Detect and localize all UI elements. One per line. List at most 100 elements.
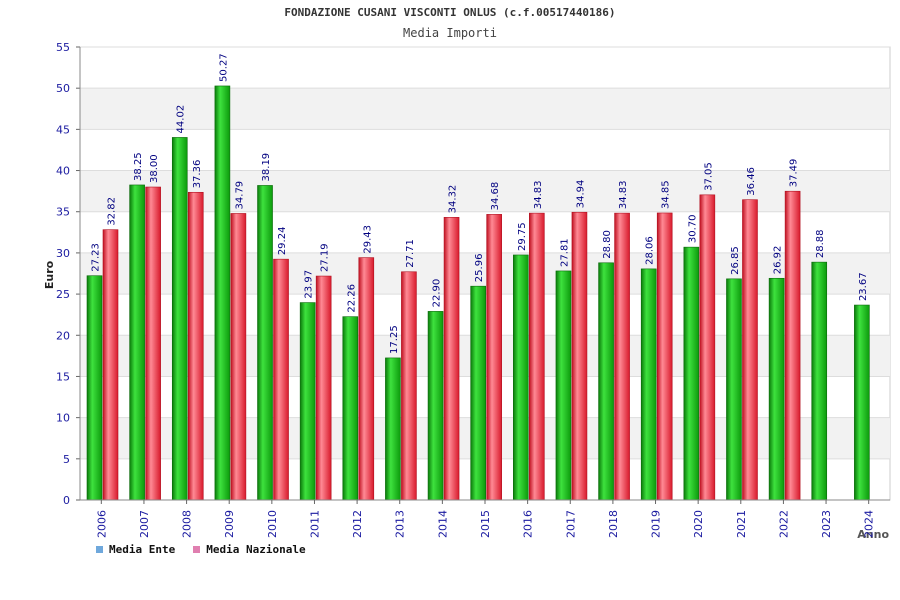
data-label: 34.32 (448, 185, 459, 214)
chart-title: FONDAZIONE CUSANI VISCONTI ONLUS (c.f.00… (284, 6, 616, 19)
x-tick-label: 2023 (820, 510, 833, 538)
y-tick-label: 30 (56, 247, 70, 260)
data-label: 34.79 (234, 181, 245, 210)
data-label: 30.70 (687, 215, 698, 244)
bar-media-ente (513, 254, 529, 501)
x-tick-label: 2008 (181, 510, 194, 538)
bar-media-nazionale (443, 217, 460, 501)
y-tick-label: 40 (56, 165, 70, 178)
bar-media-ente (768, 277, 785, 501)
x-tick-label: 2017 (564, 510, 577, 538)
y-tick-label: 10 (56, 412, 70, 425)
data-label: 34.94 (575, 180, 586, 209)
bar-media-nazionale (571, 211, 588, 501)
x-tick-label: 2010 (266, 510, 279, 538)
data-label: 44.02 (176, 105, 187, 134)
bar-media-ente (385, 357, 401, 501)
bar-media-nazionale (273, 258, 289, 501)
bar-media-nazionale (230, 213, 247, 501)
data-label: 34.83 (533, 180, 544, 209)
bar-media-nazionale (529, 212, 545, 501)
data-label: 34.68 (490, 182, 501, 211)
legend-item-ente: Media Ente (96, 543, 175, 556)
data-label: 27.71 (405, 239, 416, 268)
bar-media-nazionale (656, 212, 673, 501)
chart-legend: Media Ente Media Nazionale (96, 543, 306, 556)
bar-media-ente (598, 262, 614, 501)
bar-media-ente (811, 261, 828, 501)
data-label: 38.25 (133, 152, 144, 181)
y-tick-label: 35 (56, 206, 70, 219)
x-tick-label: 2014 (436, 510, 449, 538)
legend-swatch-nazionale (193, 546, 201, 553)
data-label: 37.49 (789, 159, 800, 188)
data-label: 23.67 (858, 272, 869, 301)
x-tick-label: 2024 (863, 510, 876, 538)
bar-media-ente (854, 304, 870, 501)
data-label: 36.46 (746, 167, 757, 196)
x-tick-label: 2019 (650, 510, 663, 538)
bar-media-ente (299, 302, 316, 501)
y-tick-label: 15 (56, 370, 70, 383)
x-axis-title: Anno (857, 528, 889, 541)
bar-media-nazionale (358, 257, 375, 501)
x-tick-label: 2022 (777, 510, 790, 538)
bar-media-nazionale (486, 214, 502, 501)
legend-swatch-ente (96, 546, 103, 553)
data-label: 22.26 (346, 284, 357, 313)
bar-media-nazionale (699, 194, 716, 501)
data-label: 37.05 (703, 162, 714, 191)
bar-media-ente (214, 85, 231, 501)
y-tick-label: 25 (56, 288, 70, 301)
bar-media-ente (257, 185, 273, 501)
bar-media-ente (683, 246, 700, 501)
bar-media-nazionale (401, 271, 417, 501)
data-label: 34.85 (661, 180, 672, 209)
bar-media-nazionale (784, 190, 801, 501)
data-label: 27.23 (91, 243, 102, 272)
data-label: 27.19 (320, 243, 331, 272)
data-label: 38.00 (149, 154, 160, 183)
bar-media-nazionale (614, 212, 630, 501)
legend-item-nazionale: Media Nazionale (193, 543, 306, 556)
bar-media-ente (640, 268, 657, 501)
bar-media-ente (427, 311, 444, 501)
y-tick-label: 0 (63, 494, 70, 507)
legend-label-nazionale: Media Nazionale (206, 543, 306, 556)
bar-media-nazionale (187, 191, 204, 501)
bar-media-ente (342, 316, 359, 501)
data-label: 26.92 (773, 246, 784, 275)
data-label: 27.81 (559, 238, 570, 267)
bar-media-ente (726, 278, 742, 501)
data-label: 38.19 (261, 153, 272, 182)
y-tick-label: 55 (56, 41, 70, 54)
x-tick-label: 2015 (479, 510, 492, 538)
x-tick-label: 2012 (351, 510, 364, 538)
bar-media-ente (555, 270, 572, 501)
data-label: 22.90 (432, 279, 443, 308)
data-label: 23.97 (304, 270, 315, 299)
y-axis-title: Euro (43, 260, 56, 289)
x-tick-label: 2013 (394, 510, 407, 538)
data-label: 28.88 (815, 229, 826, 258)
y-tick-label: 45 (56, 123, 70, 136)
data-label: 25.96 (474, 254, 485, 283)
bar-media-nazionale (145, 186, 161, 501)
x-tick-label: 2007 (138, 510, 151, 538)
bar-media-ente (129, 184, 145, 501)
x-tick-label: 2006 (95, 510, 108, 538)
x-tick-label: 2009 (223, 510, 236, 538)
y-tick-label: 20 (56, 329, 70, 342)
legend-label-ente: Media Ente (109, 543, 176, 556)
x-tick-label: 2016 (522, 510, 535, 538)
data-label: 28.06 (645, 236, 656, 265)
bar-media-nazionale (742, 199, 758, 501)
bar-media-ente (86, 275, 103, 501)
bar-media-nazionale (102, 229, 119, 501)
x-tick-label: 2021 (735, 510, 748, 538)
data-label: 29.24 (277, 227, 288, 256)
x-tick-label: 2020 (692, 510, 705, 538)
data-label: 29.43 (362, 225, 373, 254)
data-label: 37.36 (192, 160, 203, 189)
